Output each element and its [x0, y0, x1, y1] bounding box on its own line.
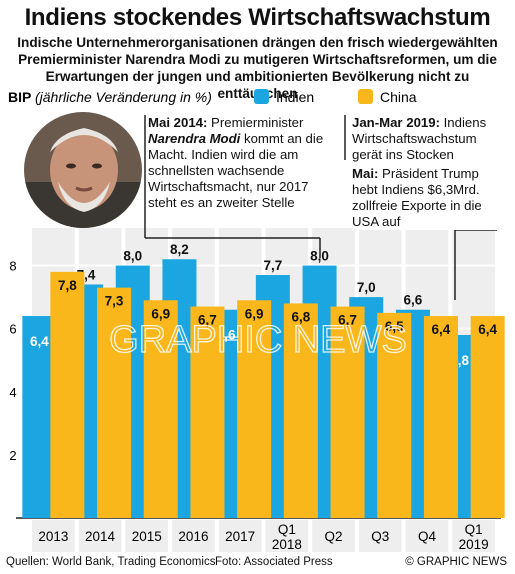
- india-value-label-7: 7,0: [357, 280, 376, 295]
- category-cell-1: [78, 520, 122, 552]
- janmar-callout-head: Jan-Mar 2019:: [352, 115, 440, 130]
- india-value-label-5: 7,7: [263, 258, 282, 273]
- category-cell-4: [218, 520, 262, 552]
- footer-photo-credit: Foto: Associated Press: [215, 556, 333, 568]
- china-bar-1: [97, 287, 132, 518]
- modi-callout-name: Narendra Modi: [148, 131, 241, 146]
- modi-callout-text: Mai 2014: Premierminister Narendra Modi …: [148, 115, 338, 211]
- china-bar-8: [423, 316, 458, 518]
- category-label-7-0: Q3: [371, 529, 389, 544]
- y-tick-label-8: 8: [9, 259, 16, 274]
- category-label-5-0: Q1: [278, 522, 296, 537]
- category-label-8-0: Q4: [418, 529, 437, 544]
- category-label-1-0: 2014: [85, 529, 116, 544]
- janmar-callout-text: Jan-Mar 2019: Indiens Wirtschaftswachstu…: [352, 115, 500, 163]
- category-label-6-0: Q2: [325, 529, 343, 544]
- india-value-label-8: 6,6: [404, 293, 423, 308]
- legend-label-china: China: [380, 89, 417, 105]
- china-bar-2: [143, 300, 178, 518]
- y-tick-label-6: 6: [9, 322, 16, 337]
- china-value-label-9: 6,4: [478, 322, 497, 337]
- category-label-4-0: 2017: [225, 529, 255, 544]
- legend-swatch-china: [358, 89, 373, 104]
- footer-sources: Quellen: World Bank, Trading Economics: [6, 556, 216, 568]
- china-bar-4: [237, 300, 272, 518]
- india-value-label-2: 8,0: [123, 249, 142, 264]
- china-bar-0: [50, 271, 85, 518]
- china-value-label-1: 7,3: [105, 294, 124, 309]
- china-value-label-5: 6,8: [291, 309, 310, 324]
- india-value-label-0: 6,4: [30, 334, 49, 349]
- footer-copyright: © GRAPHIC NEWS: [405, 556, 507, 568]
- category-cell-7: [358, 520, 402, 552]
- category-cell-3: [172, 520, 215, 552]
- trump-callout-text: Mai: Präsident Trump hebt Indiens $6,3Mr…: [352, 166, 502, 230]
- category-label-3-0: 2016: [178, 529, 208, 544]
- category-cell-6: [312, 520, 355, 552]
- china-bar-9: [470, 316, 505, 518]
- category-label-5-1: 2018: [272, 537, 302, 552]
- page-title: Indiens stockendes Wirtschaftswachstum: [24, 4, 491, 31]
- category-cell-0: [32, 520, 75, 552]
- china-value-label-8: 6,4: [432, 322, 451, 337]
- legend-label-india: Indien: [276, 89, 314, 105]
- janmar-callout-body: Indiens Wirtschaftswachstum gerät ins St…: [352, 115, 487, 162]
- legend-swatch-india: [254, 89, 269, 104]
- y-tick-label-4: 4: [9, 385, 16, 400]
- category-cell-2: [125, 520, 169, 552]
- trump-callout-body: Präsident Trump hebt Indiens $6,3Mrd. zo…: [352, 166, 482, 229]
- category-label-9-1: 2019: [459, 537, 489, 552]
- modi-callout-text-a: Premierminister: [207, 115, 304, 130]
- category-cell-8: [405, 520, 449, 552]
- india-value-label-3: 8,2: [170, 242, 189, 257]
- china-value-label-7: 6,5: [385, 319, 404, 334]
- china-bar-5: [283, 303, 318, 518]
- y-tick-label-2: 2: [9, 448, 16, 463]
- y-axis-label: BIP (jährliche Veränderung in %): [8, 89, 212, 105]
- watermark: GRAPHIC NEWS: [109, 319, 407, 361]
- category-label-0-0: 2013: [38, 529, 68, 544]
- china-value-label-6: 6,7: [338, 313, 357, 328]
- china-value-label-0: 7,8: [58, 278, 77, 293]
- category-label-9-0: Q1: [465, 522, 483, 537]
- category-cell-9: [452, 520, 495, 552]
- trump-callout-head: Mai:: [352, 166, 379, 181]
- china-value-label-2: 6,9: [151, 306, 170, 321]
- category-cell-5: [265, 520, 309, 552]
- china-bar-6: [330, 306, 365, 518]
- modi-photo: [24, 112, 142, 228]
- modi-callout-text-b: kommt an die Macht. Indien wird die am s…: [148, 131, 324, 210]
- china-value-label-3: 6,7: [198, 313, 217, 328]
- modi-callout-head: Mai 2014:: [148, 115, 208, 130]
- footer: Quellen: World Bank, Trading Economics F…: [0, 552, 515, 574]
- china-bar-7: [377, 312, 412, 518]
- china-bar-3: [190, 306, 225, 518]
- page-subtitle: Indische Unternehmerorganisationen dräng…: [17, 35, 498, 101]
- category-label-2-0: 2015: [132, 529, 162, 544]
- china-value-label-4: 6,9: [245, 306, 264, 321]
